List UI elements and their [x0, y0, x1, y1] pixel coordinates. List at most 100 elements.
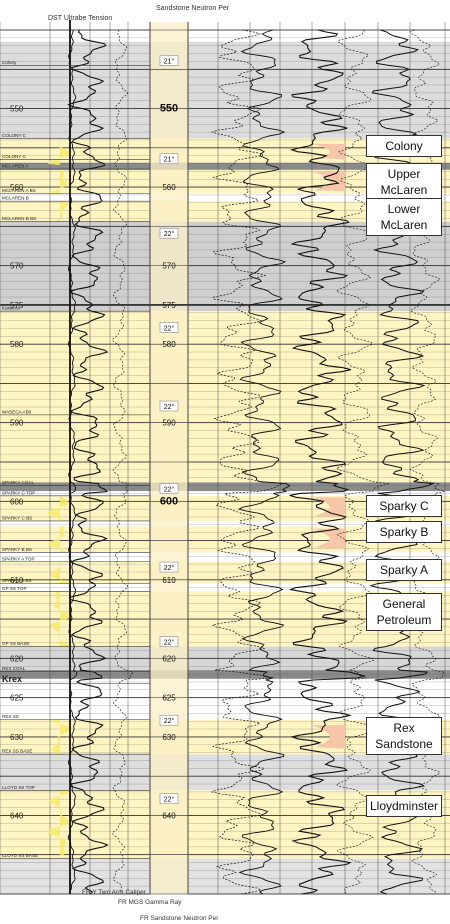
depth-track: 550 550 560 560 570 570 575 575 580 580 590 590 600 6… — [10, 55, 179, 820]
depth-label: 600 — [160, 495, 178, 507]
resistivity-curve — [237, 29, 291, 895]
crossover-fill — [312, 143, 345, 160]
gamma-sand-fill — [48, 169, 68, 194]
inclination-box — [159, 400, 179, 412]
depth-label: 620 — [162, 654, 176, 663]
gamma-sand-fill — [50, 591, 73, 647]
depth-label: 580 — [162, 340, 176, 349]
depth-label: 590 — [10, 419, 24, 428]
log-header: DST Ultrabe Tension Sandstone Neutron Pe… — [48, 5, 230, 22]
marker-label: SPARKY C BS — [2, 515, 32, 520]
inclination-box — [159, 793, 179, 804]
inclination-box — [159, 227, 179, 239]
depth-label: 625 — [10, 694, 24, 703]
depth-label: 590 — [162, 419, 176, 428]
depth-label: 560 — [162, 183, 176, 192]
neutron-header-label: Sandstone Neutron Per — [156, 5, 230, 12]
inclination-box — [159, 636, 179, 647]
depth-label: 550 — [160, 103, 178, 115]
dst-label: DST Ultrabe Tension — [48, 15, 112, 22]
coal-band — [0, 162, 450, 170]
marker-label: MCLAREN B BS — [2, 216, 36, 221]
caliper-curve-label: FR Y Two Arm Caliper — [82, 889, 147, 896]
shale-band — [0, 221, 450, 312]
formation-callout: Sparky C — [366, 495, 442, 517]
depth-label: 550 — [10, 105, 24, 114]
marker-label: SPARKY COAL — [2, 480, 34, 485]
marker-label: MCLAREN A BS — [2, 188, 36, 193]
formation-callout: Colony — [366, 135, 442, 157]
marker-label: SPARKY B BS — [2, 547, 32, 552]
inclination-label: 22° — [164, 796, 175, 804]
neutron-curve-label: FR Sandstone Neutron Per — [140, 915, 219, 922]
gamma-sand-fill — [48, 719, 72, 755]
marker-label: Colony — [2, 60, 17, 65]
inclination-label: 22° — [164, 324, 175, 332]
shale-band — [0, 41, 450, 139]
sand-zone-band — [0, 201, 450, 222]
formation-callout: Sparky A — [366, 559, 442, 581]
inclination-label: 22° — [164, 485, 175, 493]
gamma-sand-fill — [47, 526, 69, 553]
curve-fills — [47, 138, 345, 859]
formation-callout: General Petroleum — [366, 593, 442, 631]
marker-label: REX COAL — [2, 666, 26, 671]
neutron-curve — [288, 29, 367, 895]
gamma-curve-label: FR MGS Gamma Ray — [118, 899, 182, 906]
depth-label: 560 — [10, 183, 24, 192]
depth-label: 620 — [10, 654, 24, 663]
marker-label: GP SS BASE — [2, 641, 30, 646]
marker-label: SPARKY A BS — [2, 578, 31, 583]
marker-label: COLONY C — [2, 133, 27, 138]
depth-label: 600 — [10, 497, 24, 506]
marker-label: GP SS TOP — [2, 586, 27, 591]
formation-callout: Upper McLaren — [366, 163, 442, 201]
gamma-sand-fill — [55, 201, 69, 222]
depth-label: 610 — [10, 576, 24, 585]
inclination-box — [159, 153, 179, 164]
formation-callout: Lloydminster — [366, 795, 442, 817]
formation-callout: Rex Sandstone — [366, 717, 442, 755]
inclination-label: 22° — [164, 564, 175, 572]
caliper-curve — [67, 29, 78, 895]
shale-band — [0, 858, 450, 894]
marker-label: LLOYD SS BASE — [2, 853, 38, 858]
marker-label: Kasseca — [2, 306, 20, 311]
marker-label: WASECA AB0 — [2, 409, 32, 414]
depth-label: 575 — [10, 301, 24, 310]
depth-label: 625 — [162, 694, 176, 703]
formation-callout: Sparky B — [366, 521, 442, 543]
depth-label: 630 — [162, 733, 176, 742]
tension-curve — [111, 29, 134, 895]
marker-label: MCLAREN B — [2, 196, 29, 201]
log-footer: FR Y Two Arm Caliper FR MGS Gamma Ray FR… — [82, 889, 219, 922]
inclination-label: 21° — [164, 57, 175, 65]
inclination-box — [159, 322, 179, 333]
marker-label: MCLAREN A — [2, 164, 29, 169]
coal-band — [0, 670, 450, 679]
inclination-label: 22° — [164, 639, 175, 647]
inclination-box — [159, 483, 179, 494]
depth-label: 575 — [162, 301, 176, 310]
crossover-fill — [312, 725, 345, 749]
marker-label: LLOYD SS TOP — [2, 785, 35, 790]
depth-label: 610 — [162, 576, 176, 585]
inclination-label: 21° — [164, 156, 175, 164]
crossover-fill — [312, 497, 345, 517]
depth-label: 630 — [10, 733, 24, 742]
marker-label: COLONY C — [2, 154, 27, 159]
depth-label: 640 — [162, 811, 176, 820]
depth-label: 580 — [10, 340, 24, 349]
marker-label: SPARKY C TOP — [2, 490, 35, 495]
depth-label: 570 — [10, 262, 24, 271]
inclination-label: 22° — [164, 403, 175, 411]
marker-label: REX SS — [2, 714, 19, 719]
marker-label: SPARKY A TOP — [2, 556, 35, 561]
density-curve — [210, 29, 284, 895]
formation-markers: Colony COLONY C COLONY C MCLAREN A MCLAREN A… — [0, 60, 150, 859]
sonic-curve — [335, 29, 390, 895]
inclination-box — [159, 714, 179, 726]
log-curves — [67, 20, 446, 895]
shale-band — [0, 754, 450, 791]
inclination-label: 22° — [164, 230, 175, 238]
